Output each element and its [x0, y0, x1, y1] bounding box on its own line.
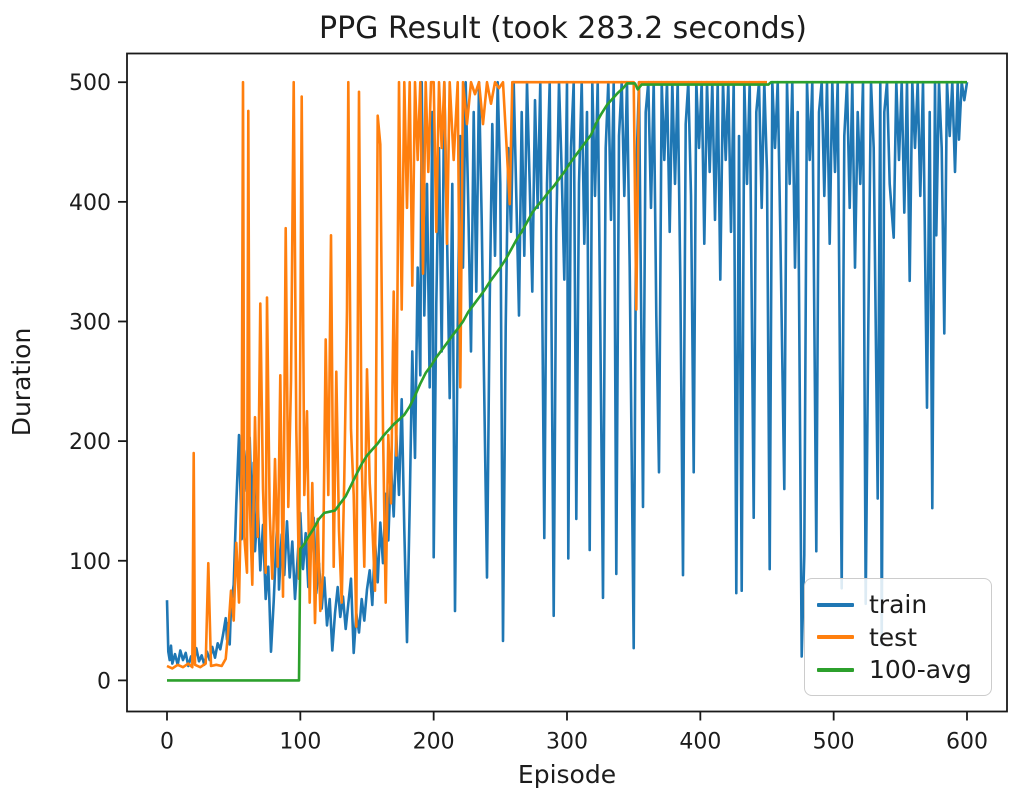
legend-label-test: test	[869, 622, 918, 652]
series-line-test	[166, 80, 767, 670]
y-tick-label: 100	[69, 550, 111, 575]
legend-swatch-train-line	[817, 602, 854, 607]
legend-swatch-test-line	[817, 635, 854, 639]
x-tick-label: 400	[679, 730, 721, 755]
legend-label-100-avg: 100-avg	[869, 655, 972, 684]
legend-item-train: train	[817, 589, 975, 620]
legend-label-train: train	[869, 590, 928, 619]
plot-area: 0 100 200 300 400 500 600 0 100 200 300 400 500	[69, 52, 1008, 755]
x-tick-label: 500	[813, 730, 855, 755]
y-tick-label: 0	[97, 669, 111, 694]
x-tick-label: 600	[946, 730, 988, 755]
legend-swatch-100-avg-line	[817, 667, 854, 672]
y-tick-label: 400	[69, 191, 111, 216]
chart-legend: train test 100-avg	[804, 578, 992, 696]
y-axis-label: Duration	[7, 328, 36, 437]
chart-title: PPG Result (took 283.2 seconds)	[319, 11, 807, 46]
legend-item-100-avg: 100-avg	[817, 654, 975, 685]
x-tick-label: 300	[546, 730, 588, 755]
series-line-train	[165, 80, 969, 668]
x-axis-label: Episode	[518, 760, 616, 789]
y-tick-label: 300	[69, 310, 111, 335]
x-tick-label: 100	[279, 730, 321, 755]
y-tick-label: 200	[69, 430, 111, 455]
y-tick-label: 500	[69, 71, 111, 96]
x-tick-label: 200	[413, 730, 455, 755]
series-line-100-avg	[167, 80, 967, 682]
legend-item-test: test	[817, 622, 975, 653]
x-tick-label: 0	[160, 730, 174, 755]
